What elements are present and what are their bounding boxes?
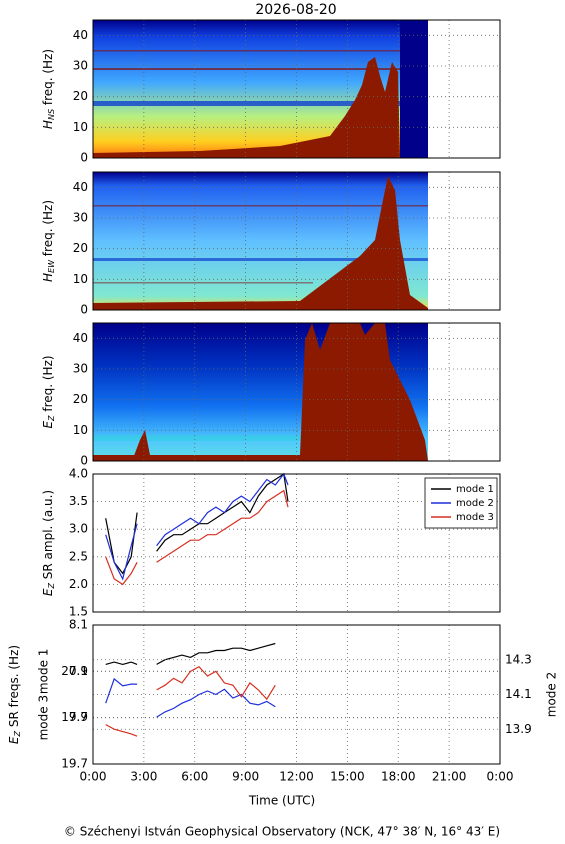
y-tick-label: 3.0: [69, 522, 88, 536]
footer: © Széchenyi István Geophysical Observato…: [64, 825, 500, 839]
plot-frame: [92, 473, 501, 613]
x-tick-label: 9:00: [232, 770, 259, 784]
y-axis-title-sub: NS: [47, 109, 56, 120]
y-tick-label: 2.5: [69, 549, 88, 563]
data-line: [105, 472, 289, 575]
y-axis-title-part: SR ampl. (a.u.): [41, 490, 55, 583]
plot-frame: [92, 624, 501, 765]
y-tick-label: 40: [73, 180, 88, 194]
x-tick-label: 15:00: [330, 770, 365, 784]
data-line: [106, 667, 288, 737]
y-axis-title: HNS freq. (Hz): [41, 49, 56, 129]
y-axis-title: EZ freq. (Hz): [41, 355, 56, 428]
data-line: [105, 472, 289, 581]
legend-label: mode 3: [456, 512, 494, 523]
y-tick-label: 4.0: [69, 467, 88, 481]
y-tick-label: 19.7: [61, 757, 88, 771]
x-tick-label: 6:00: [181, 770, 208, 784]
axis-series-label: mode 1: [37, 649, 51, 694]
y-tick-label: 10: [73, 272, 88, 286]
y-axis-title: EZ SR freqs. (Hz): [7, 645, 22, 744]
y-axis-title-sub: Z: [47, 583, 56, 590]
data-line: [105, 489, 289, 586]
y-tick-label: 10: [73, 423, 88, 437]
x-tick-label: 0:00: [487, 770, 514, 784]
y-axis-title-part: H: [41, 273, 55, 282]
x-tick-label: 21:00: [432, 770, 467, 784]
y-tick-label: 30: [73, 211, 88, 225]
y-axis-title-part: E: [41, 421, 55, 429]
x-tick-label: 3:00: [130, 770, 157, 784]
y-axis-title-part: freq. (Hz): [41, 49, 55, 109]
y-axis-title: HEW freq. (Hz): [41, 200, 56, 282]
axis-series-label: mode 3: [37, 695, 51, 740]
y-axis-title-part: E: [41, 588, 55, 596]
y-tick-label: 13.9: [505, 722, 532, 736]
spectrogram-2: [93, 172, 428, 310]
y-tick-label: 0: [80, 151, 88, 165]
y-tick-label: 7.9: [69, 664, 88, 678]
plot-frame: [92, 171, 501, 311]
y-axis-title-part: E: [7, 736, 21, 744]
y-tick-label: 1.5: [69, 605, 88, 619]
x-tick-label: 18:00: [381, 770, 416, 784]
y-tick-label: 40: [73, 28, 88, 42]
y-tick-label: 2.0: [69, 577, 88, 591]
plot-frame: [92, 322, 501, 462]
y-axis-title-part: SR freqs. (Hz): [7, 645, 21, 731]
y-tick-label: 10: [73, 120, 88, 134]
spectrogram-1: [93, 20, 428, 158]
y-tick-label: 19.9: [61, 710, 88, 724]
y-tick-label: 3.5: [69, 494, 88, 508]
spectrogram-3: [93, 323, 428, 461]
x-tick-label: 12:00: [279, 770, 314, 784]
legend-label: mode 1: [456, 484, 494, 495]
y-tick-label: 20: [73, 89, 88, 103]
y-tick-label: 0: [80, 454, 88, 468]
y-tick-label: 30: [73, 362, 88, 376]
y-tick-label: 20.1: [61, 664, 88, 678]
y-tick-label: 7.7: [69, 710, 88, 724]
axis-series-label: mode 2: [545, 672, 559, 717]
y-axis-title-sub: Z: [47, 415, 56, 422]
y-tick-label: 20: [73, 392, 88, 406]
plot-frame: [92, 19, 501, 159]
x-axis-title: Time (UTC): [248, 794, 315, 808]
y-axis-title-sub: EW: [47, 259, 56, 273]
y-tick-label: 14.3: [505, 652, 532, 666]
chart-title: 2026-08-20: [255, 2, 336, 18]
data-line: [106, 644, 288, 665]
y-tick-label: 30: [73, 59, 88, 73]
y-tick-label: 40: [73, 331, 88, 345]
x-tick-label: 0:00: [80, 770, 107, 784]
y-tick-label: 0: [80, 303, 88, 317]
y-axis-title-part: H: [41, 120, 55, 129]
y-axis-title-part: freq. (Hz): [41, 200, 55, 260]
y-axis-title-sub: Z: [13, 730, 22, 737]
legend-label: mode 2: [456, 498, 494, 509]
y-axis-title-part: freq. (Hz): [41, 355, 55, 415]
y-tick-label: 8.1: [69, 618, 88, 632]
y-tick-label: 14.1: [505, 687, 532, 701]
y-axis-title: EZ SR ampl. (a.u.): [41, 490, 56, 596]
y-tick-label: 20: [73, 241, 88, 255]
data-line: [106, 679, 288, 717]
